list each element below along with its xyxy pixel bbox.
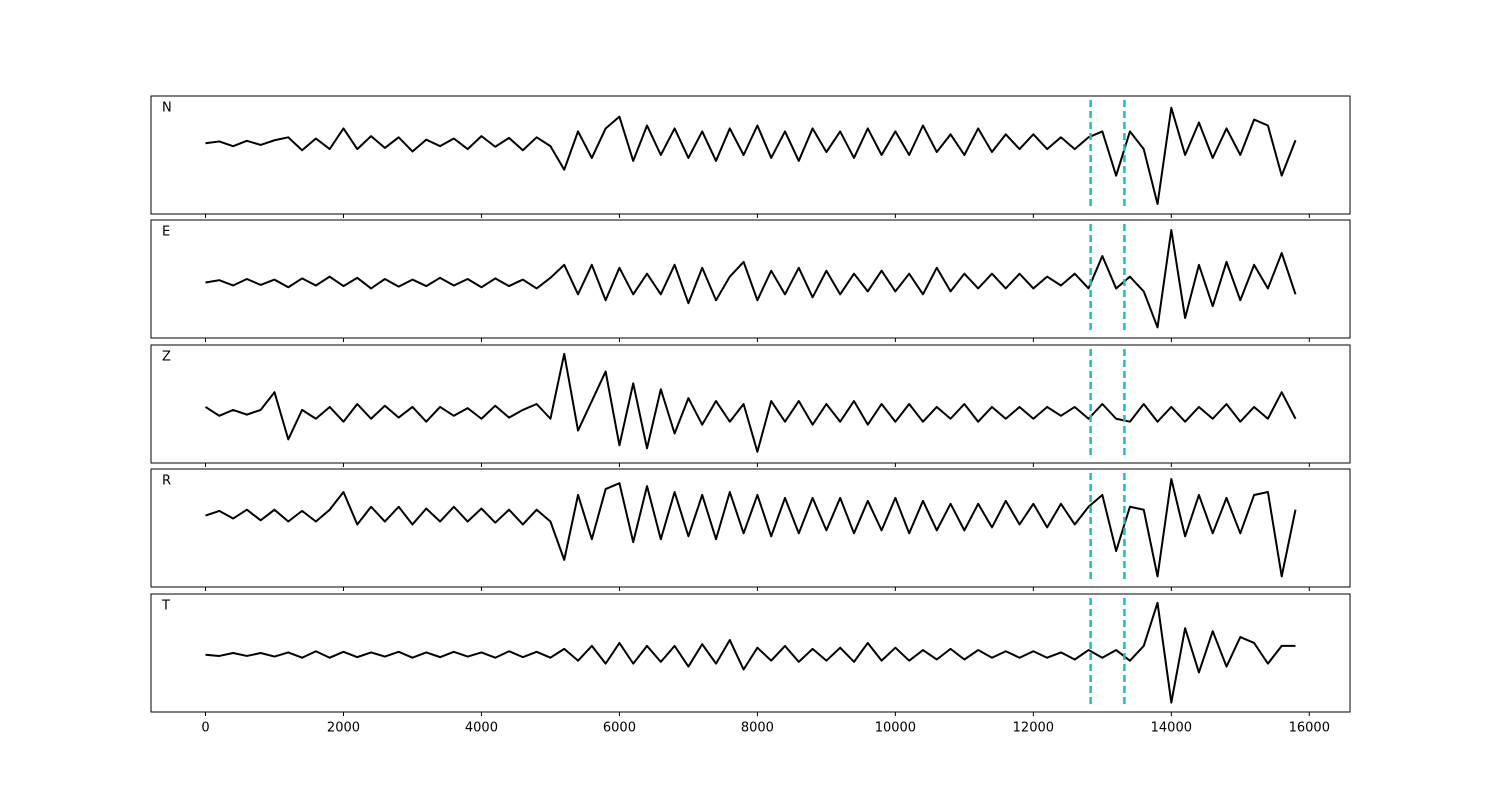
trace: [205, 478, 1297, 578]
panel-frame: [150, 95, 1351, 215]
x-tick-label: 4000: [465, 721, 498, 736]
x-tick-label: 0: [201, 721, 209, 736]
panel-label: E: [162, 225, 170, 240]
x-tick-label: 14000: [1151, 721, 1192, 736]
x-tick-label: 16000: [1289, 721, 1330, 736]
panel-frame: [150, 344, 1351, 464]
panel-label: N: [162, 101, 172, 116]
trace: [205, 601, 1296, 704]
x-tick-label: 2000: [327, 721, 360, 736]
panel-label: T: [161, 599, 170, 614]
panel-frame: [150, 468, 1351, 588]
panel-label: R: [162, 474, 171, 489]
x-tick-label: 12000: [1013, 721, 1054, 736]
x-tick-label: 6000: [603, 721, 636, 736]
x-tick-label: 10000: [875, 721, 916, 736]
panel-frame: [150, 593, 1351, 713]
panel-frame: [150, 219, 1351, 339]
trace: [205, 106, 1297, 205]
panel-label: Z: [162, 350, 171, 365]
x-tick-label: 8000: [741, 721, 774, 736]
trace: [204, 352, 1297, 453]
trace: [205, 229, 1297, 329]
